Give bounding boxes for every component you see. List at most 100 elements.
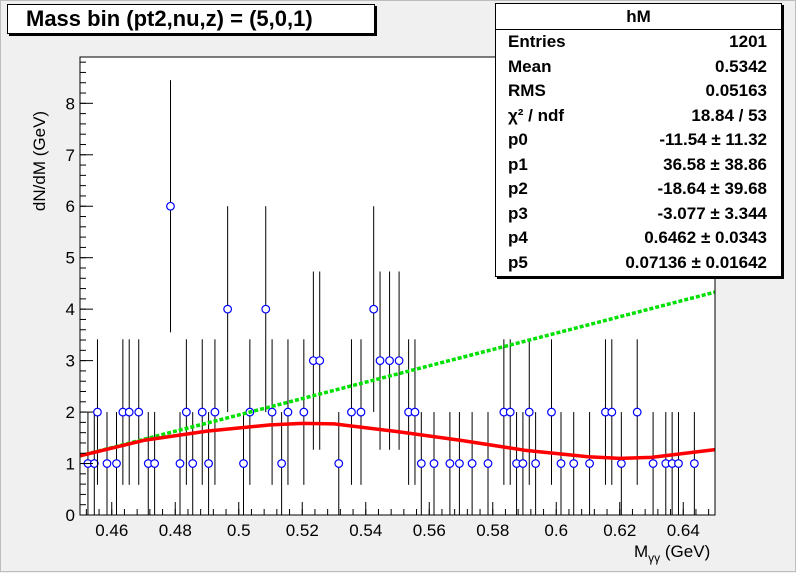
x-tick-label: 0.5 xyxy=(227,521,251,540)
stats-value: 0.6462 ± 0.0343 xyxy=(644,228,767,247)
data-point xyxy=(689,459,699,468)
x-tick-label: 0.46 xyxy=(95,521,128,540)
data-point xyxy=(102,459,112,468)
data-point xyxy=(277,459,287,468)
x-tick-label: 0.64 xyxy=(667,521,700,540)
data-point xyxy=(524,407,534,417)
stats-value: -11.54 ± 11.32 xyxy=(659,130,767,149)
x-tick-label: 0.54 xyxy=(349,521,382,540)
data-point xyxy=(483,459,493,468)
stats-row: p4 0.6462 ± 0.0343 xyxy=(496,226,781,251)
stats-key: p1 xyxy=(508,154,528,174)
data-point xyxy=(467,459,477,468)
data-point xyxy=(632,407,642,417)
data-point xyxy=(375,356,385,366)
y-tick-label: 2 xyxy=(66,403,75,422)
chart-title: Mass bin (pt2,nu,z) = (5,0,1) xyxy=(7,4,375,34)
stats-value: 1201 xyxy=(729,32,767,51)
data-point xyxy=(385,356,394,366)
data-point xyxy=(315,356,325,366)
y-tick-label: 4 xyxy=(66,300,75,319)
data-point xyxy=(356,407,366,417)
stats-row: p2 -18.64 ± 39.68 xyxy=(496,177,781,202)
data-point xyxy=(429,459,439,468)
stats-row: p0 -11.54 ± 11.32 xyxy=(496,128,781,153)
data-point xyxy=(369,304,379,314)
stats-key: p4 xyxy=(508,228,528,247)
data-point xyxy=(283,407,293,417)
stats-box: hM Entries 1201 Mean 0.5342 RMS 0.05163 χ² / n… xyxy=(495,3,782,277)
data-point xyxy=(531,459,541,468)
data-point xyxy=(93,407,102,417)
stats-row: Entries 1201 xyxy=(496,30,781,55)
stats-key: Mean xyxy=(508,56,552,76)
data-point xyxy=(134,407,144,417)
data-point xyxy=(445,459,455,468)
data-point xyxy=(181,407,191,417)
data-point xyxy=(197,407,207,417)
data-point xyxy=(505,407,515,417)
plot-frame xyxy=(79,56,716,516)
background-fit-line xyxy=(79,290,716,458)
stats-key: p3 xyxy=(508,203,528,223)
y-tick-label: 6 xyxy=(66,197,75,216)
stats-name: hM xyxy=(496,4,781,30)
y-axis-label: dN/dM (GeV) xyxy=(30,111,49,211)
stats-row: Mean 0.5342 xyxy=(496,55,781,80)
data-point xyxy=(416,459,426,468)
stats-key: Entries xyxy=(508,32,566,51)
data-point xyxy=(585,459,594,468)
total-fit-curve xyxy=(79,421,716,461)
data-point xyxy=(674,459,683,468)
data-point xyxy=(616,459,626,468)
stats-value: 36.58 ± 38.86 xyxy=(663,154,767,174)
data-point xyxy=(124,407,134,417)
data-point xyxy=(150,459,160,468)
stats-key: p0 xyxy=(508,130,528,149)
data-point xyxy=(410,407,420,417)
data-point xyxy=(210,407,220,417)
stats-rows: Entries 1201 Mean 0.5342 RMS 0.05163 χ² / ndf 1… xyxy=(496,30,781,275)
data-point xyxy=(175,459,185,468)
data-point xyxy=(394,356,404,366)
y-tick-label: 3 xyxy=(66,352,75,371)
stats-row: χ² / ndf 18.84 / 53 xyxy=(496,104,781,129)
stats-value: 0.05163 xyxy=(705,81,767,100)
y-tick-label: 7 xyxy=(66,146,75,165)
stats-value: 0.07136 ± 0.01642 xyxy=(625,252,767,272)
data-point xyxy=(188,459,198,468)
stats-value: 18.84 / 53 xyxy=(691,105,767,125)
data-point xyxy=(223,304,233,314)
data-point xyxy=(239,459,248,468)
x-axis-label: Mγγ (GeV) xyxy=(634,542,710,565)
data-point xyxy=(547,407,556,417)
data-point xyxy=(166,201,175,211)
data-point xyxy=(607,407,617,417)
data-point xyxy=(334,459,344,468)
data-point xyxy=(556,459,566,468)
y-tick-label: 8 xyxy=(66,94,75,113)
data-point xyxy=(112,459,121,468)
data-point xyxy=(261,304,271,314)
y-tick-label: 5 xyxy=(66,249,75,268)
stats-value: -18.64 ± 39.68 xyxy=(657,179,767,198)
data-point xyxy=(648,459,658,468)
stats-key: χ² / ndf xyxy=(508,105,565,125)
data-point xyxy=(455,459,464,468)
data-point xyxy=(299,407,309,417)
data-point xyxy=(347,407,356,417)
data-point xyxy=(569,459,579,468)
stats-value: 0.5342 xyxy=(715,56,767,76)
stats-key: p2 xyxy=(508,179,528,198)
stats-row: RMS 0.05163 xyxy=(496,79,781,104)
x-tick-label: 0.62 xyxy=(603,521,636,540)
stats-row: p1 36.58 ± 38.86 xyxy=(496,153,781,178)
x-tick-label: 0.58 xyxy=(476,521,509,540)
stats-key: RMS xyxy=(508,81,546,100)
stats-row: p3 -3.077 ± 3.344 xyxy=(496,202,781,227)
x-tick-label: 0.6 xyxy=(544,521,568,540)
x-tick-label: 0.52 xyxy=(286,521,319,540)
data-point xyxy=(518,459,528,468)
data-point xyxy=(204,459,213,468)
